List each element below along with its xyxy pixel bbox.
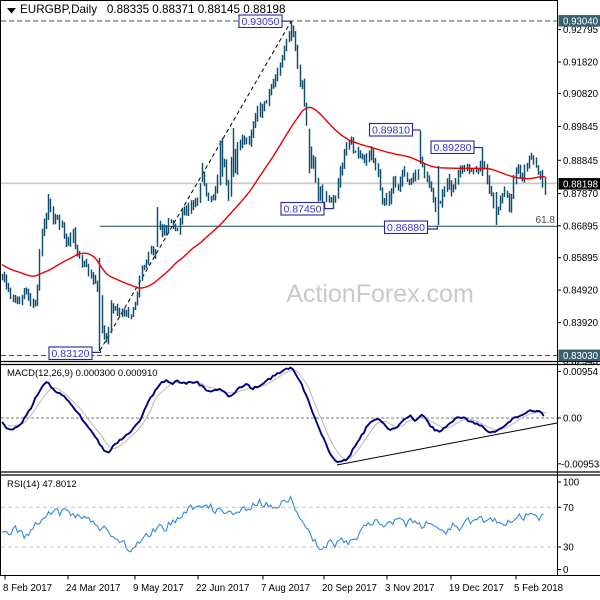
svg-text:MACD(12,26,9) 0.000300 0.00091: MACD(12,26,9) 0.000300 0.000910	[7, 368, 158, 379]
svg-text:30: 30	[563, 543, 574, 554]
svg-text:20 Sep 2017: 20 Sep 2017	[322, 583, 377, 594]
svg-text:0.00954: 0.00954	[563, 367, 599, 378]
svg-text:0.84920: 0.84920	[563, 286, 599, 297]
svg-text:3 Nov 2017: 3 Nov 2017	[385, 583, 435, 594]
svg-text:EURGBP,Daily 0.88335 0.88371: EURGBP,Daily 0.88335 0.88371 0.88145 0.8…	[20, 3, 286, 16]
svg-text:19 Dec 2017: 19 Dec 2017	[449, 583, 504, 594]
svg-text:0.93040: 0.93040	[563, 16, 599, 27]
svg-text:24 Mar 2017: 24 Mar 2017	[66, 583, 120, 594]
svg-text:0.87870: 0.87870	[563, 189, 599, 200]
svg-text:0.89845: 0.89845	[563, 122, 598, 133]
svg-text:0.89810: 0.89810	[372, 125, 410, 137]
svg-text:8 Feb 2017: 8 Feb 2017	[3, 583, 52, 594]
svg-text:0.00: 0.00	[563, 414, 582, 425]
svg-text:RSI(14) 47.8012: RSI(14) 47.8012	[7, 479, 77, 490]
svg-text:0.85895: 0.85895	[563, 253, 598, 264]
svg-text:0.91820: 0.91820	[563, 58, 599, 69]
svg-text:0.83120: 0.83120	[52, 348, 90, 360]
svg-text:0.88198: 0.88198	[563, 179, 598, 190]
svg-text:0.88845: 0.88845	[563, 156, 598, 167]
svg-text:0.86880: 0.86880	[387, 222, 425, 234]
svg-text:70: 70	[563, 503, 574, 514]
svg-text:0.89280: 0.89280	[434, 142, 472, 154]
svg-text:22 Jun 2017: 22 Jun 2017	[196, 583, 249, 594]
svg-text:0.83920: 0.83920	[563, 318, 599, 329]
svg-text:0.87450: 0.87450	[284, 204, 322, 216]
svg-text:0: 0	[563, 565, 569, 576]
svg-text:0.83030: 0.83030	[563, 351, 599, 362]
svg-text:0.82945: 0.82945	[563, 357, 598, 368]
svg-text:5 Feb 2018: 5 Feb 2018	[514, 583, 563, 594]
svg-text:7 Aug 2017: 7 Aug 2017	[261, 583, 310, 594]
svg-text:0.92795: 0.92795	[563, 25, 598, 36]
svg-text:ActionForex.com: ActionForex.com	[286, 280, 474, 308]
svg-text:100: 100	[563, 478, 580, 489]
svg-text:61.8: 61.8	[536, 215, 556, 226]
svg-text:0.93050: 0.93050	[242, 16, 280, 28]
svg-text:-0.009538: -0.009538	[561, 459, 600, 470]
svg-text:0.90820: 0.90820	[563, 89, 599, 100]
svg-text:0.86895: 0.86895	[563, 221, 598, 232]
svg-text:9 May 2017: 9 May 2017	[133, 583, 184, 594]
